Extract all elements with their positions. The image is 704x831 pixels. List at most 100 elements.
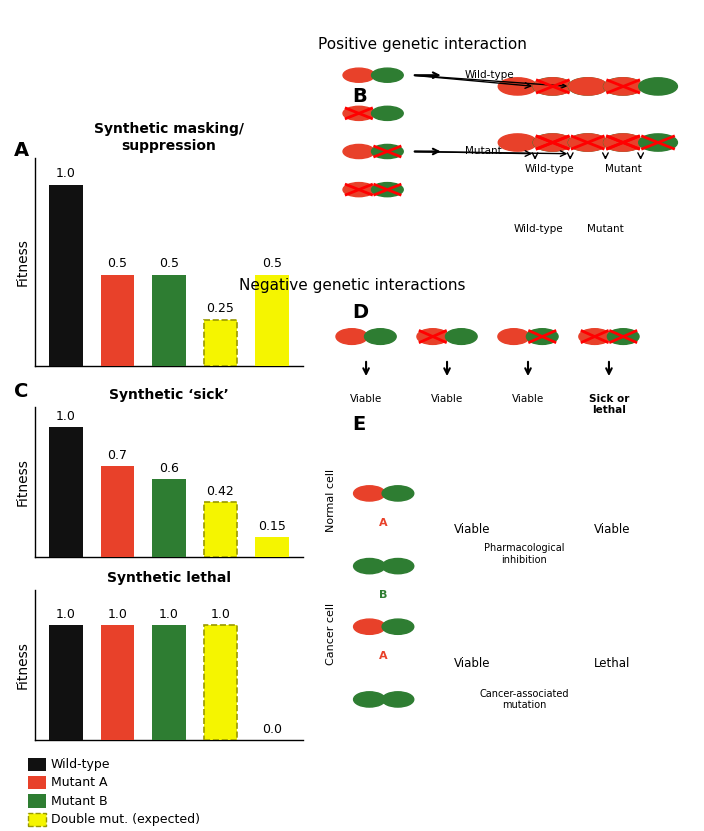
Ellipse shape [569,78,608,95]
Bar [203,625,237,740]
Bar [49,625,83,740]
Text: Pharmacological
inhibition: Pharmacological inhibition [484,543,565,565]
Ellipse shape [498,329,529,344]
Text: Mutant: Mutant [587,224,624,234]
Text: Mutant A: Mutant A [51,776,107,789]
Text: 1.0: 1.0 [159,608,179,621]
Ellipse shape [533,78,572,95]
Text: Positive genetic interaction: Positive genetic interaction [318,37,527,52]
Ellipse shape [639,78,677,95]
Ellipse shape [343,145,375,159]
Text: Wild-type: Wild-type [514,224,563,234]
Ellipse shape [372,145,403,159]
Text: Lethal: Lethal [594,656,631,670]
Text: D: D [352,303,368,322]
Text: B: B [352,87,367,106]
Text: Wild-type: Wild-type [51,758,111,771]
Ellipse shape [498,78,537,95]
Ellipse shape [343,106,375,120]
Ellipse shape [446,329,477,344]
Text: 0.6: 0.6 [159,462,179,475]
Text: Wild-type: Wild-type [465,70,514,81]
Text: Normal cell: Normal cell [326,470,336,533]
Ellipse shape [603,134,642,151]
Ellipse shape [639,134,677,151]
Bar [101,465,134,557]
Text: 1.0: 1.0 [56,410,76,423]
Bar [152,275,186,366]
Ellipse shape [382,619,414,634]
Ellipse shape [527,329,558,344]
Bar [49,426,83,557]
Bar [101,625,134,740]
Text: Negative genetic interactions: Negative genetic interactions [239,278,465,293]
Ellipse shape [569,134,608,151]
Text: 1.0: 1.0 [56,608,76,621]
Ellipse shape [353,486,385,501]
Text: Viable: Viable [431,394,463,404]
Ellipse shape [568,78,607,95]
Y-axis label: Fitness: Fitness [15,458,30,506]
Bar [152,479,186,557]
Text: 1.0: 1.0 [108,608,127,621]
Ellipse shape [533,134,572,151]
Text: Viable: Viable [512,394,544,404]
Bar [49,185,83,366]
Text: 0.0: 0.0 [262,723,282,736]
Ellipse shape [534,134,572,151]
Text: Viable: Viable [594,524,631,536]
Text: 0.25: 0.25 [206,302,234,315]
Bar [203,321,237,366]
Text: Cancer-associated
mutation: Cancer-associated mutation [479,689,570,711]
Text: Sick or
lethal: Sick or lethal [589,394,629,416]
Ellipse shape [336,329,367,344]
Text: Double mut. (expected): Double mut. (expected) [51,813,200,826]
Text: 0.42: 0.42 [206,485,234,499]
Ellipse shape [604,78,643,95]
Text: E: E [352,416,365,435]
Ellipse shape [568,134,607,151]
Ellipse shape [343,68,375,82]
Ellipse shape [343,183,375,197]
Text: Cancer cell: Cancer cell [326,602,336,665]
Ellipse shape [608,329,639,344]
Text: A: A [379,651,388,661]
Text: A: A [14,141,29,160]
Bar [203,502,237,557]
Title: Synthetic lethal: Synthetic lethal [107,571,231,585]
Bar [101,275,134,366]
Bar [255,275,289,366]
Title: Synthetic masking/
suppression: Synthetic masking/ suppression [94,122,244,153]
Ellipse shape [382,691,414,707]
Text: Viable: Viable [453,656,490,670]
Text: 1.0: 1.0 [56,166,76,179]
Ellipse shape [579,329,610,344]
Ellipse shape [353,619,385,634]
Text: 0.5: 0.5 [108,257,127,270]
Text: Mutant B: Mutant B [51,794,107,808]
Ellipse shape [372,183,403,197]
Text: Viable: Viable [453,524,490,536]
Ellipse shape [353,691,385,707]
Ellipse shape [604,134,643,151]
Text: 0.7: 0.7 [108,449,127,462]
Ellipse shape [382,558,414,573]
Ellipse shape [372,68,403,82]
Y-axis label: Fitness: Fitness [15,641,30,689]
Ellipse shape [353,558,385,573]
Y-axis label: Fitness: Fitness [15,238,30,286]
Ellipse shape [365,329,396,344]
Text: 0.5: 0.5 [262,257,282,270]
Text: A: A [379,518,388,528]
Text: Mutant: Mutant [605,164,641,174]
Text: 1.0: 1.0 [210,608,230,621]
Text: B: B [379,590,388,600]
Ellipse shape [417,329,448,344]
Text: C: C [14,382,28,401]
Bar [152,625,186,740]
Ellipse shape [603,78,642,95]
Title: Synthetic ‘sick’: Synthetic ‘sick’ [109,388,229,402]
Text: Wild-type: Wild-type [524,164,574,174]
Ellipse shape [534,78,572,95]
Ellipse shape [498,134,537,151]
